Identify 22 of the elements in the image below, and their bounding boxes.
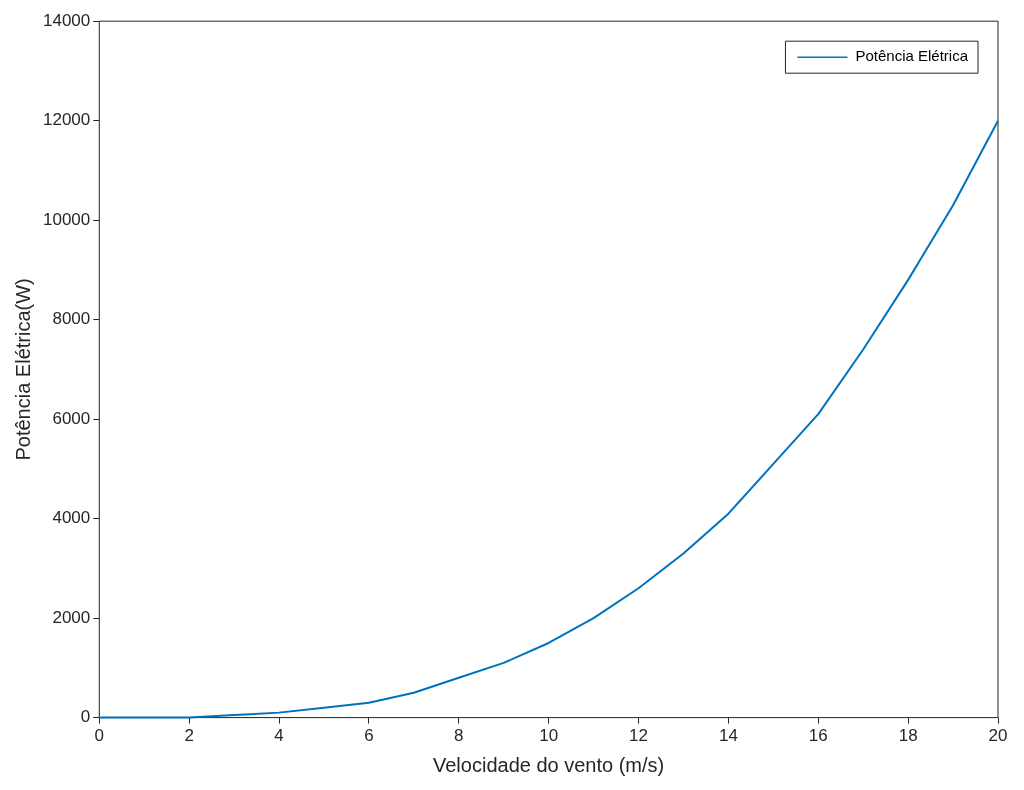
x-tick-label: 8	[454, 726, 464, 746]
x-tick-label: 10	[539, 726, 559, 746]
x-tick-label: 12	[629, 726, 648, 746]
y-tick-label: 8000	[52, 309, 91, 329]
x-tick-label: 20	[988, 726, 1008, 746]
x-tick-label: 16	[808, 726, 828, 746]
x-tick-label: 14	[718, 726, 738, 746]
y-tick-label: 0	[80, 707, 91, 727]
x-tick-label: 4	[274, 726, 284, 746]
y-tick-label: 4000	[52, 508, 91, 528]
y-axis-title: Potência Elétrica(W)	[11, 278, 34, 461]
y-tick-label: 12000	[42, 110, 91, 130]
y-tick-label: 14000	[42, 10, 91, 30]
x-axis-title: Velocidade do vento (m/s)	[433, 753, 665, 776]
x-tick-label: 2	[184, 726, 194, 746]
y-tick-label: 2000	[52, 607, 91, 627]
x-tick-label: 0	[94, 726, 105, 746]
x-tick-label: 6	[364, 726, 374, 746]
legend-label: Potência Elétrica	[855, 47, 969, 65]
x-tick-label: 18	[898, 726, 918, 746]
y-tick-label: 10000	[42, 209, 91, 229]
y-tick-label: 6000	[52, 408, 91, 428]
